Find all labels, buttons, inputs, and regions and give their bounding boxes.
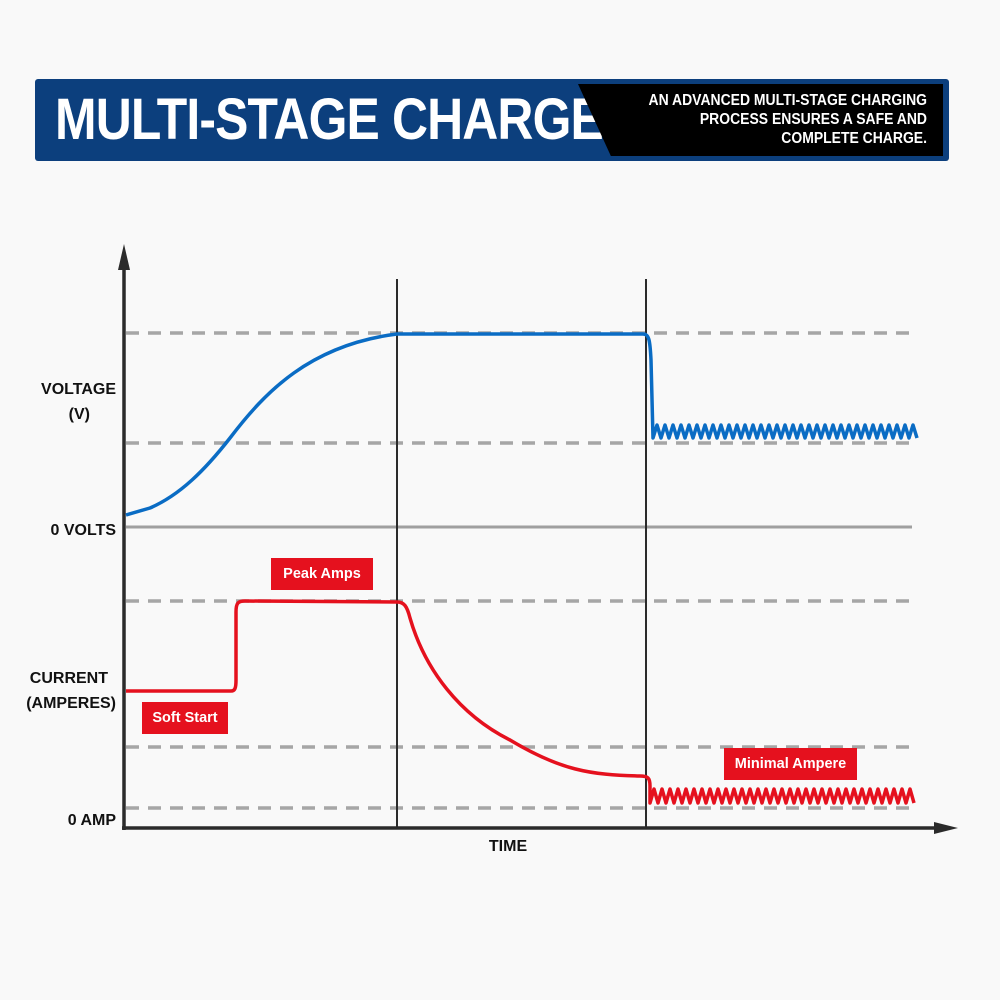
banner-subtitle-panel	[578, 84, 943, 156]
title-banner: MULTI-STAGE CHARGE AN ADVANCED MULTI-STA…	[35, 79, 949, 161]
reference-lines	[126, 331, 916, 810]
current-axis-label: CURRENT (AMPERES)	[26, 670, 116, 712]
zero-amp-label: 0 AMP	[67, 812, 116, 829]
zero-volts-label: 0 VOLTS	[50, 522, 117, 539]
soft-start-tag: Soft Start	[142, 702, 228, 734]
current-curve	[126, 599, 916, 805]
x-axis-arrow-icon	[934, 822, 958, 834]
minimal-ampere-tag: Minimal Ampere	[724, 748, 857, 780]
banner-subtitle: AN ADVANCED MULTI-STAGE CHARGING PROCESS…	[648, 92, 927, 147]
y-axis-arrow-icon	[118, 244, 130, 270]
banner-title: MULTI-STAGE CHARGE	[55, 87, 604, 152]
voltage-axis-label: VOLTAGE (V)	[41, 381, 116, 423]
peak-amps-tag: Peak Amps	[271, 558, 373, 590]
voltage-curve	[125, 332, 919, 517]
time-axis-label: TIME	[488, 838, 528, 855]
